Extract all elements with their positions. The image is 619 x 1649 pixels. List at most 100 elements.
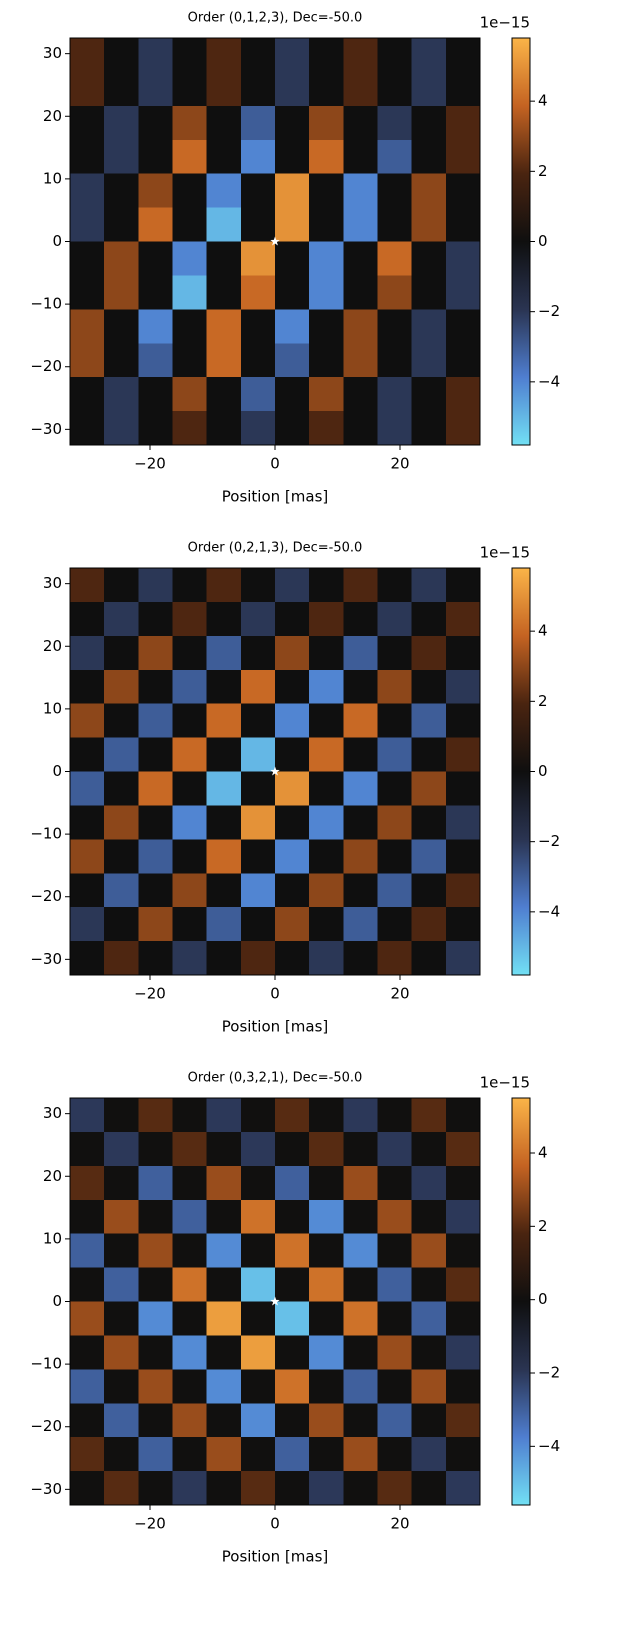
heatmap-cell — [240, 873, 276, 908]
heatmap-cell — [70, 873, 105, 908]
heatmap-cell — [377, 1267, 413, 1303]
heatmap-cell — [275, 601, 310, 637]
heatmap-cell — [70, 669, 105, 705]
heatmap-cell — [104, 839, 139, 874]
heatmap-cell — [104, 1335, 139, 1370]
heatmap-cell — [70, 139, 105, 175]
colorbar-tick-label: 4 — [538, 622, 548, 640]
heatmap-cell — [445, 275, 481, 310]
heatmap-cell — [172, 241, 208, 277]
heatmap-cell — [411, 669, 447, 705]
heatmap-cell — [377, 601, 413, 637]
heatmap-cell — [104, 275, 139, 310]
x-axis-label: Position [mas] — [222, 1018, 329, 1036]
heatmap-cell — [70, 1335, 105, 1370]
heatmap-cell — [172, 568, 208, 603]
heatmap-cell — [104, 1199, 139, 1235]
heatmap-cell — [172, 343, 208, 378]
heatmap-cell — [240, 173, 276, 209]
heatmap-cell — [377, 1233, 413, 1269]
heatmap-cell — [411, 38, 447, 73]
heatmap-cell — [309, 377, 344, 412]
heatmap-cell — [343, 309, 379, 344]
heatmap-cell — [240, 568, 276, 603]
heatmap-cell — [240, 1437, 276, 1472]
heatmap-cell — [104, 71, 139, 107]
colorbar-tick-label: −2 — [538, 1364, 560, 1382]
heatmap-cell — [377, 275, 413, 310]
heatmap-cell — [309, 941, 344, 976]
heatmap-cell — [172, 737, 208, 773]
colorbar-offset-label: 1e−15 — [480, 544, 530, 562]
heatmap-cell — [70, 1437, 105, 1472]
heatmap-cell — [411, 1369, 447, 1404]
heatmap-cell — [206, 275, 242, 310]
heatmap-cell — [172, 275, 208, 310]
heatmap-cell — [377, 343, 413, 378]
heatmap-cell — [377, 839, 413, 874]
heatmap-cell — [206, 1131, 242, 1167]
heatmap-cell — [309, 669, 344, 705]
heatmap-cell — [138, 601, 174, 637]
heatmap-cell — [309, 241, 344, 277]
heatmap-cell — [70, 38, 105, 73]
heatmap-cell — [445, 71, 481, 107]
heatmap-cell — [411, 1165, 447, 1201]
heatmap-cell — [343, 703, 379, 739]
heatmap-cell — [445, 1199, 481, 1235]
heatmap-cell — [138, 771, 174, 807]
heatmap-cell — [411, 1335, 447, 1370]
heatmap-cell — [104, 907, 139, 942]
colorbar-tick-label: −4 — [538, 372, 560, 390]
heatmap-cell — [411, 703, 447, 739]
heatmap-cell — [172, 1233, 208, 1269]
heatmap-cell — [309, 1335, 344, 1370]
heatmap-cell — [309, 1199, 344, 1235]
heatmap-cell — [343, 805, 379, 840]
heatmap-cell — [377, 173, 413, 209]
heatmap-cell — [240, 1369, 276, 1404]
heatmap-cell — [377, 377, 413, 412]
x-tick-label: 20 — [390, 1515, 409, 1533]
heatmap-cell — [377, 105, 413, 141]
heatmap-cell — [309, 1301, 344, 1337]
heatmap-cell — [172, 1267, 208, 1303]
heatmap-cell — [411, 173, 447, 209]
heatmap-cell — [104, 1301, 139, 1337]
heatmap-cell — [70, 635, 105, 671]
heatmap-cell — [206, 1369, 242, 1404]
heatmap-cell — [445, 805, 481, 840]
heatmap-cell — [445, 1403, 481, 1438]
heatmap-cell — [445, 241, 481, 277]
heatmap-cell — [138, 669, 174, 705]
heatmap-cell — [275, 1437, 310, 1472]
heatmap-cell — [343, 1131, 379, 1167]
colorbar-tick-label: −2 — [538, 302, 560, 320]
colorbar-tick-label: −4 — [538, 1437, 560, 1455]
heatmap-cell — [206, 71, 242, 107]
heatmap-cell — [70, 805, 105, 840]
heatmap-cell — [240, 241, 276, 277]
heatmap-cell — [309, 635, 344, 671]
heatmap-cell — [172, 805, 208, 840]
heatmap-cell — [445, 568, 481, 603]
y-tick-label: −20 — [30, 357, 62, 375]
panel: Order (0,1,2,3), Dec=-50.0−20 0 20−30−20−1… — [30, 11, 560, 506]
colorbar-offset-label: 1e−15 — [480, 1074, 530, 1092]
heatmap-cell — [206, 703, 242, 739]
heatmap-cell — [377, 771, 413, 807]
x-axis-label: Position [mas] — [222, 488, 329, 506]
heatmap-cell — [70, 1199, 105, 1235]
heatmap-cell — [411, 241, 447, 277]
heatmap — [70, 38, 481, 446]
heatmap-cell — [70, 1369, 105, 1404]
heatmap-cell — [172, 703, 208, 739]
heatmap-cell — [411, 105, 447, 141]
heatmap-cell — [138, 309, 174, 344]
heatmap-cell — [206, 669, 242, 705]
heatmap-cell — [138, 241, 174, 277]
heatmap-cell — [138, 1403, 174, 1438]
heatmap-cell — [70, 377, 105, 412]
heatmap-cell — [275, 1301, 310, 1337]
heatmap-cell — [138, 1369, 174, 1404]
